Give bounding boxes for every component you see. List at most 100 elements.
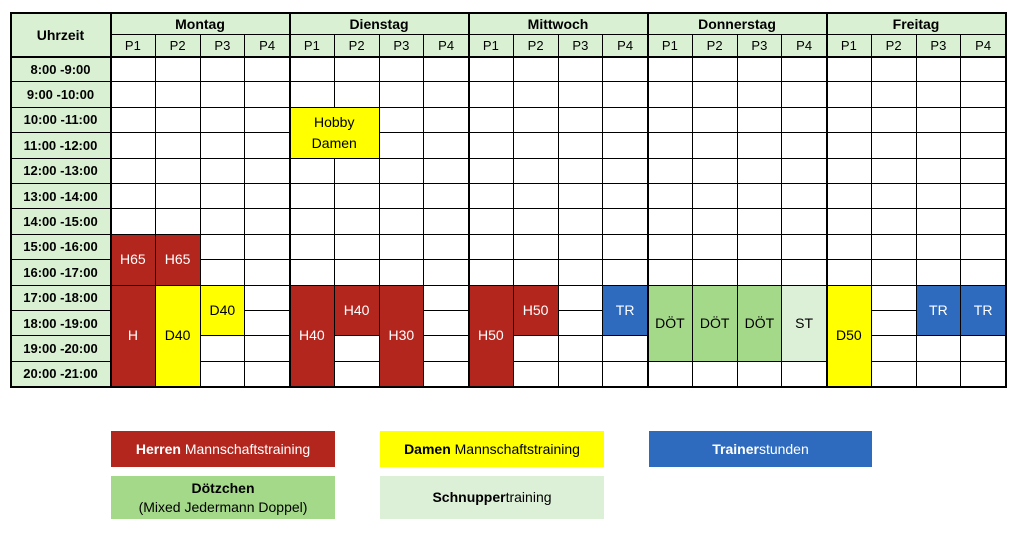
booking-block: H xyxy=(111,285,156,388)
time-column-header: Uhrzeit xyxy=(11,13,111,57)
schedule-cell xyxy=(827,57,872,83)
schedule-cell xyxy=(558,107,604,134)
schedule-cell xyxy=(916,209,962,235)
time-slot-label: 19:00 -20:00 xyxy=(11,336,111,362)
time-slot-label: 18:00 -19:00 xyxy=(11,311,111,337)
booking-block: H50 xyxy=(469,285,514,388)
schedule-cell xyxy=(692,57,738,83)
schedule-cell xyxy=(648,361,693,388)
day-header: Donnerstag xyxy=(648,13,827,35)
schedule-cell xyxy=(469,133,514,159)
schedule-cell xyxy=(961,82,1006,108)
schedule-cell xyxy=(603,158,648,184)
schedule-cell xyxy=(737,234,783,261)
schedule-cell xyxy=(245,107,290,134)
schedule-cell xyxy=(692,158,738,184)
booking-block: H65 xyxy=(155,234,201,286)
court-header: P4 xyxy=(424,35,469,57)
schedule-cell xyxy=(782,107,827,134)
legend-damen-bold: Damen xyxy=(404,440,451,457)
legend-schnupper: Schnuppertraining xyxy=(380,476,604,519)
schedule-cell xyxy=(782,234,827,261)
schedule-cell xyxy=(200,107,246,134)
schedule-cell xyxy=(737,260,783,286)
legend-damen: Damen Mannschaftstraining xyxy=(380,431,604,467)
schedule-cell xyxy=(200,133,246,159)
schedule-cell xyxy=(782,361,827,388)
schedule-cell xyxy=(245,158,290,184)
legend-doetzchen: Dötzchen (Mixed Jedermann Doppel) xyxy=(111,476,335,519)
schedule-table: Uhrzeit Montag P1 P2 P3 P4 Dienstag P1 P2 P3 P4 Mit… xyxy=(10,12,1007,389)
schedule-cell xyxy=(245,285,290,311)
time-slot-label: 13:00 -14:00 xyxy=(11,184,111,210)
schedule-cell xyxy=(871,133,917,159)
schedule-cell xyxy=(961,107,1006,134)
schedule-cell xyxy=(290,184,335,210)
schedule-cell xyxy=(961,184,1006,210)
schedule-cell xyxy=(469,234,514,261)
day-header: Montag xyxy=(111,13,290,35)
schedule-cell xyxy=(692,234,738,261)
schedule-cell xyxy=(558,133,604,159)
schedule-cell xyxy=(245,361,290,388)
court-header: P2 xyxy=(334,35,380,57)
schedule-cell xyxy=(871,260,917,286)
schedule-cell xyxy=(290,260,335,286)
schedule-cell xyxy=(334,361,380,388)
schedule-cell xyxy=(469,57,514,83)
schedule-cell xyxy=(558,158,604,184)
time-slot-label: 14:00 -15:00 xyxy=(11,209,111,235)
schedule-cell xyxy=(245,260,290,286)
legend-herren-bold: Herren xyxy=(135,440,181,457)
schedule-cell xyxy=(558,285,604,311)
schedule-cell xyxy=(603,209,648,235)
schedule-cell xyxy=(648,107,693,134)
day-separator xyxy=(468,13,470,388)
schedule-cell xyxy=(692,184,738,210)
legend-damen-rest: Mannschaftstraining xyxy=(450,440,580,457)
court-header: P1 xyxy=(290,35,335,57)
legend-herren-rest: Mannschaftstraining xyxy=(180,440,311,457)
schedule-cell xyxy=(827,107,872,134)
schedule-cell xyxy=(379,82,425,108)
time-slot-label: 12:00 -13:00 xyxy=(11,158,111,184)
schedule-cell xyxy=(424,158,469,184)
schedule-cell xyxy=(871,336,917,362)
court-header: P1 xyxy=(111,35,156,57)
schedule-cell xyxy=(827,82,872,108)
schedule-cell xyxy=(379,184,425,210)
schedule-cell xyxy=(513,184,559,210)
schedule-cell xyxy=(871,82,917,108)
schedule-cell xyxy=(871,285,917,311)
schedule-cell xyxy=(513,107,559,134)
time-slot-label: 17:00 -18:00 xyxy=(11,285,111,311)
schedule-cell xyxy=(603,107,648,134)
schedule-cell xyxy=(200,82,246,108)
court-header: P1 xyxy=(827,35,872,57)
schedule-cell xyxy=(111,209,156,235)
schedule-cell xyxy=(692,361,738,388)
schedule-cell xyxy=(155,184,201,210)
schedule-cell xyxy=(782,209,827,235)
schedule-cell xyxy=(648,184,693,210)
booking-block: D40 xyxy=(200,285,246,337)
schedule-cell xyxy=(648,260,693,286)
schedule-cell xyxy=(871,234,917,261)
legend-doetzchen-rest: (Mixed Jedermann Doppel) xyxy=(138,498,308,515)
booking-block: H30 xyxy=(379,285,425,388)
schedule-cell xyxy=(603,260,648,286)
schedule-cell xyxy=(782,184,827,210)
day-header: Dienstag xyxy=(290,13,469,35)
schedule-cell xyxy=(469,82,514,108)
schedule-cell xyxy=(648,57,693,83)
schedule-cell xyxy=(603,361,648,388)
schedule-cell xyxy=(155,209,201,235)
schedule-cell xyxy=(871,361,917,388)
booking-block: DÖT xyxy=(737,285,783,362)
schedule-cell xyxy=(200,158,246,184)
day-separator xyxy=(826,13,828,388)
schedule-cell xyxy=(513,57,559,83)
schedule-cell xyxy=(245,184,290,210)
booking-block: TR xyxy=(916,285,962,337)
schedule-cell xyxy=(827,260,872,286)
